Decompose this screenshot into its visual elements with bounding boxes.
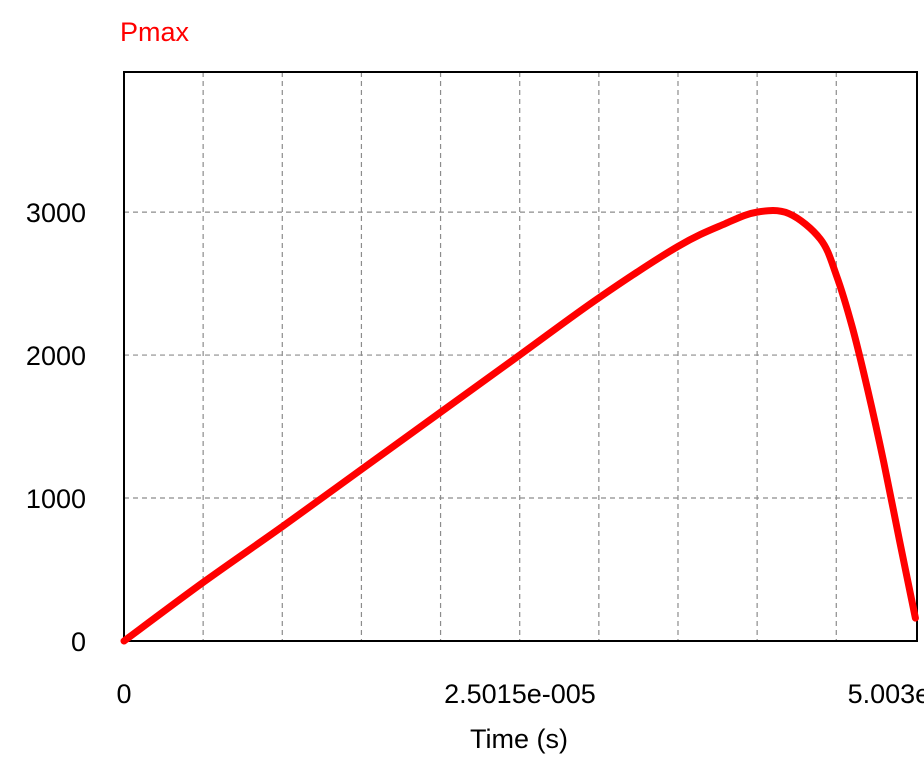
x-tick-labels: 0 2.5015e-005 5.003e-005 (116, 679, 924, 709)
plot-frame (123, 71, 918, 642)
series-line-pmax (120, 207, 919, 645)
x-tick-label-1: 2.5015e-005 (444, 679, 596, 709)
gridlines (124, 72, 917, 641)
y-tick-label-2: 2000 (26, 341, 86, 371)
x-axis-title: Time (s) (470, 724, 568, 754)
x-tick-label-2: 5.003e-005 (848, 679, 924, 709)
chart-title: Pmax (120, 17, 190, 47)
x-tick-label-0: 0 (116, 679, 131, 709)
y-tick-labels: 0 1000 2000 3000 (26, 198, 86, 657)
y-tick-label-3: 3000 (26, 198, 86, 228)
y-tick-label-0: 0 (71, 627, 86, 657)
y-tick-label-1: 1000 (26, 484, 86, 514)
